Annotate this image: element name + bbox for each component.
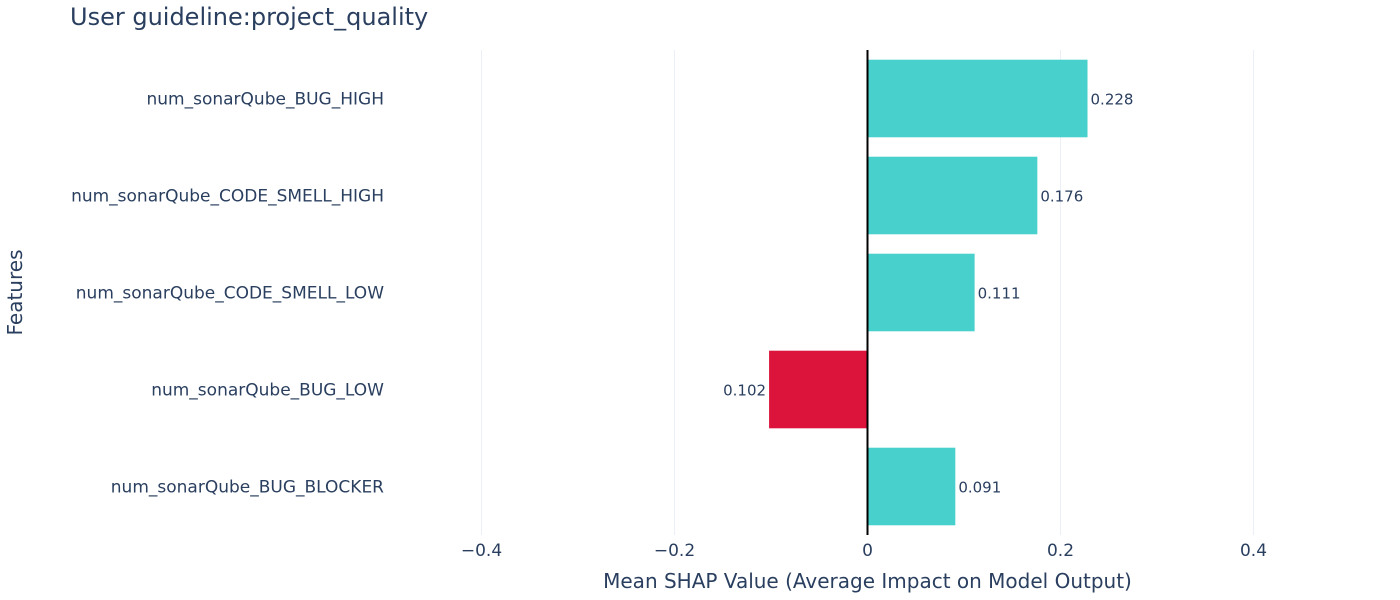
category-label-1: num_sonarQube_CODE_SMELL_HIGH <box>71 187 384 207</box>
y-axis-title: Features <box>3 250 27 336</box>
x-tick-label-1: −0.2 <box>654 541 695 561</box>
category-label-4: num_sonarQube_BUG_BLOCKER <box>111 478 384 498</box>
chart-title: User guideline:project_quality <box>70 3 428 31</box>
data-label-2: 0.111 <box>978 285 1021 303</box>
bar-4 <box>867 447 956 526</box>
category-label-3: num_sonarQube_BUG_LOW <box>151 381 384 401</box>
x-tick-labels: −0.4 −0.2 0 0.2 0.4 <box>461 541 1267 561</box>
category-labels: num_sonarQube_BUG_HIGH num_sonarQube_CODE… <box>71 90 384 498</box>
x-axis-title: Mean SHAP Value (Average Impact on Model… <box>603 569 1132 593</box>
bar-0 <box>867 59 1088 138</box>
data-label-0: 0.228 <box>1091 91 1134 109</box>
data-label-4: 0.091 <box>958 479 1001 497</box>
data-labels: 0.228 0.176 0.111 0.102 0.091 <box>723 91 1133 497</box>
x-tick-label-3: 0.2 <box>1047 541 1074 561</box>
data-label-3: 0.102 <box>723 382 766 400</box>
x-tick-label-0: −0.4 <box>461 541 502 561</box>
category-label-0: num_sonarQube_BUG_HIGH <box>147 90 385 110</box>
x-tick-label-4: 0.4 <box>1240 541 1267 561</box>
x-tick-label-2: 0 <box>862 541 873 561</box>
bar-3 <box>769 350 868 429</box>
bar-1 <box>867 156 1038 235</box>
bars <box>769 59 1088 526</box>
bar-2 <box>867 253 975 332</box>
data-label-1: 0.176 <box>1040 188 1083 206</box>
category-label-2: num_sonarQube_CODE_SMELL_LOW <box>76 284 384 304</box>
